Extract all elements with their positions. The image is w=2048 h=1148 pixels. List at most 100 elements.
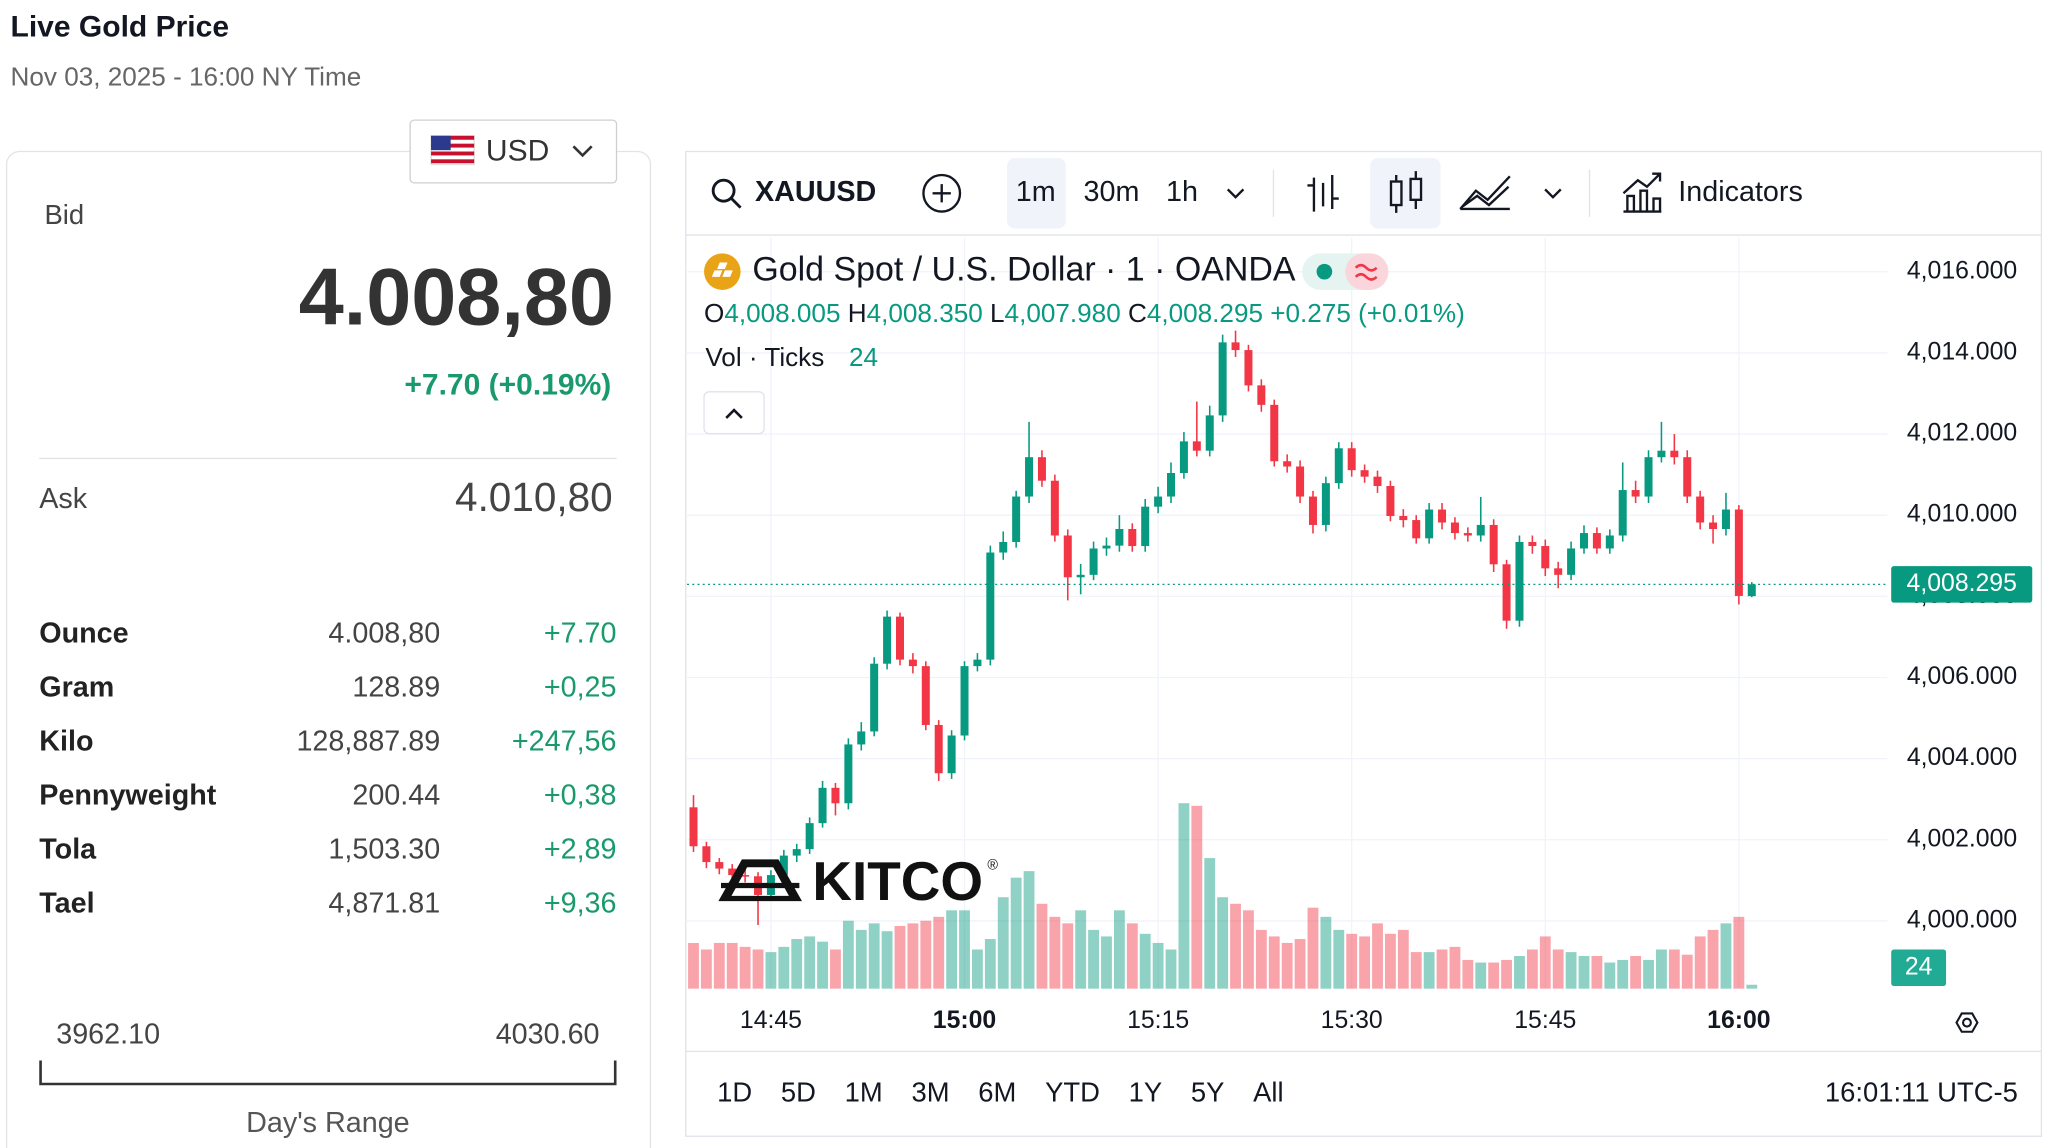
y-tick-label: 4,004.000 bbox=[1907, 744, 2017, 771]
collapse-icon bbox=[725, 408, 743, 419]
candle-body bbox=[986, 552, 995, 660]
delay-icon bbox=[1354, 263, 1378, 281]
candle-body bbox=[999, 541, 1008, 553]
period-button[interactable]: 3M bbox=[911, 1077, 949, 1108]
ohlc-key: L bbox=[990, 298, 1005, 328]
settings-icon[interactable] bbox=[1955, 1012, 1979, 1033]
indicators-button[interactable]: Indicators bbox=[1622, 172, 1803, 213]
volume-bar bbox=[1514, 956, 1525, 989]
candle-body bbox=[805, 823, 814, 850]
candle-body bbox=[870, 663, 879, 732]
candle-body bbox=[1696, 496, 1705, 523]
period-button[interactable]: 1M bbox=[845, 1077, 883, 1108]
period-button[interactable]: YTD bbox=[1045, 1077, 1100, 1108]
candle-body bbox=[1373, 476, 1382, 486]
volume-bar bbox=[1359, 936, 1371, 989]
interval-menu[interactable] bbox=[1226, 188, 1245, 199]
candle-body bbox=[1321, 483, 1330, 525]
symbol-search[interactable]: XAUUSD bbox=[711, 176, 876, 209]
candle-body bbox=[1670, 450, 1679, 458]
x-tick-label: 15:00 bbox=[933, 1007, 996, 1034]
interval-button[interactable]: 1h bbox=[1166, 176, 1198, 208]
volume-bar bbox=[1036, 903, 1048, 989]
candle-body bbox=[908, 659, 917, 667]
plus-icon bbox=[932, 184, 951, 203]
period-button[interactable]: All bbox=[1253, 1077, 1283, 1108]
candle-body bbox=[741, 875, 750, 877]
range-low: 3962.10 bbox=[56, 1018, 160, 1050]
candle-body bbox=[1218, 342, 1227, 416]
unit-price: 128.89 bbox=[352, 671, 440, 703]
chart-widget bbox=[685, 150, 2043, 1137]
volume-bar bbox=[1720, 923, 1732, 989]
volume-bar bbox=[1255, 929, 1267, 989]
range-high: 4030.60 bbox=[496, 1018, 600, 1050]
ohlc-value: 4,008.005 bbox=[724, 298, 840, 328]
ohlc-value: 4,007.980 bbox=[1005, 298, 1121, 328]
candle-body bbox=[1025, 457, 1034, 497]
flag-stripe bbox=[431, 159, 475, 164]
y-tick-label: 4,010.000 bbox=[1907, 501, 2017, 528]
volume-bar bbox=[739, 946, 751, 989]
candle-body bbox=[1179, 441, 1188, 474]
volume-bar bbox=[1539, 936, 1551, 989]
interval-button[interactable]: 1m bbox=[1016, 176, 1056, 208]
volume-bar bbox=[1268, 936, 1280, 989]
bars-icon[interactable] bbox=[1307, 175, 1339, 212]
candle-body bbox=[1528, 541, 1537, 547]
interval-button[interactable]: 30m bbox=[1084, 176, 1140, 208]
candle-body bbox=[1592, 533, 1601, 549]
candle-body bbox=[715, 862, 724, 869]
us-flag bbox=[430, 135, 475, 166]
volume-bar bbox=[1488, 962, 1500, 989]
period-button[interactable]: 5D bbox=[781, 1077, 816, 1108]
candle-body bbox=[883, 616, 892, 664]
candle-body bbox=[1076, 574, 1085, 578]
currency-button[interactable]: USD bbox=[409, 119, 618, 184]
unit-name: Tael bbox=[39, 888, 94, 920]
candle-body bbox=[1347, 448, 1356, 471]
plus-icon bbox=[922, 173, 962, 213]
volume-bar bbox=[1113, 910, 1125, 989]
volume-bar bbox=[688, 942, 699, 989]
volume-bar bbox=[726, 942, 738, 989]
ohlc-key: O bbox=[704, 298, 724, 328]
y-tick-label: 4,000.000 bbox=[1907, 906, 2017, 933]
candle-body bbox=[844, 744, 853, 804]
x-tick-label: 15:45 bbox=[1514, 1007, 1576, 1034]
period-button[interactable]: 1Y bbox=[1129, 1077, 1163, 1108]
period-bar: 1D 5D 1M 3M 6M YTD 1Y 5Y All bbox=[717, 1077, 1284, 1108]
bid-change: +7.70 (+0.19%) bbox=[404, 369, 611, 402]
candle-body bbox=[1283, 461, 1292, 467]
compare-button[interactable] bbox=[922, 173, 962, 213]
period-button[interactable]: 6M bbox=[978, 1077, 1016, 1108]
candle-body bbox=[973, 659, 982, 667]
chevron bbox=[572, 145, 593, 158]
unit-change: +247,56 bbox=[512, 725, 617, 757]
volume-bar bbox=[817, 941, 828, 989]
candle-body bbox=[960, 666, 969, 736]
period-button[interactable]: 5Y bbox=[1191, 1077, 1225, 1108]
unit-change: +2,89 bbox=[544, 834, 617, 866]
volume-bar bbox=[1526, 949, 1538, 989]
volume-title: Vol · Ticks bbox=[705, 342, 824, 372]
volume-bars bbox=[688, 803, 1758, 989]
area-icon[interactable] bbox=[1459, 175, 1511, 211]
flag-stripe bbox=[431, 151, 475, 156]
candle-body bbox=[1244, 350, 1253, 386]
candle-body bbox=[818, 787, 827, 824]
candle-body bbox=[1644, 457, 1653, 497]
candle-body bbox=[1425, 509, 1434, 539]
candle-body bbox=[1657, 450, 1666, 458]
collapse-button[interactable] bbox=[703, 391, 765, 435]
volume-bar bbox=[1307, 907, 1319, 989]
candle-body bbox=[1037, 457, 1046, 481]
volume-bar bbox=[1372, 923, 1383, 989]
unit-name: Ounce bbox=[39, 617, 128, 649]
candle-body bbox=[1205, 415, 1214, 451]
price-card bbox=[5, 150, 652, 1148]
style-menu[interactable] bbox=[1544, 188, 1562, 199]
period-button[interactable]: 1D bbox=[717, 1077, 752, 1108]
volume-bar bbox=[1294, 939, 1306, 989]
candle-body bbox=[1257, 385, 1266, 405]
